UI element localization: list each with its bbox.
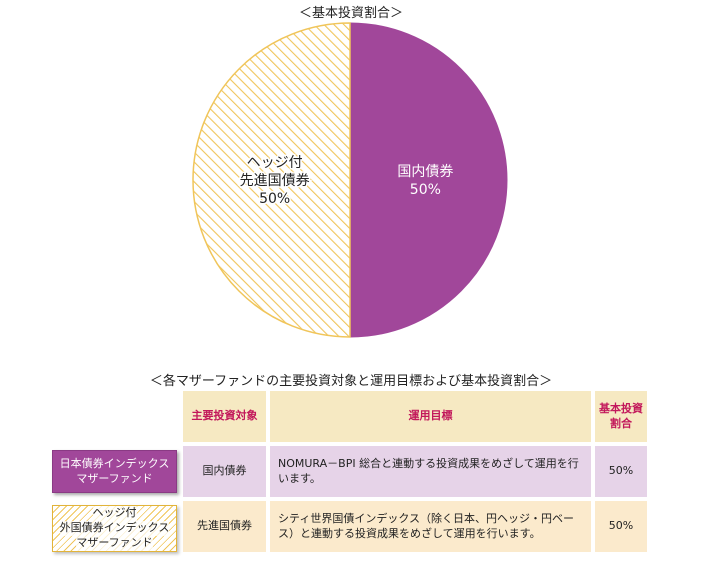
header-ratio-line1: 基本投資 (599, 401, 643, 415)
row1-goal: NOMURA－BPI 総合と連動する投資成果をめざして運用を行います。 (270, 446, 591, 497)
pie-slice-label: 国内債券 (397, 164, 453, 180)
pie-title: ＜基本投資割合＞ (298, 6, 403, 21)
row2-target: 先進国債券 (183, 501, 266, 552)
header-target: 主要投資対象 (183, 391, 266, 442)
row1-target: 国内債券 (183, 446, 266, 497)
fund-label-line2: マザーファンド (76, 471, 153, 485)
table-title: ＜各マザーファンドの主要投資対象と運用目標および基本投資割合＞ (149, 374, 553, 389)
fund-label-line1: ヘッジ付 (92, 506, 137, 522)
fund-label-japan-bond: 日本債券インデックス マザーファンド (52, 450, 177, 493)
row2-ratio: 50% (595, 501, 647, 552)
pie-slice-label: ヘッジ付 (247, 155, 303, 171)
row2-goal: シティ世界国債インデックス（除く日本、円ヘッジ・円ベース）と連動する投資成果をめ… (270, 501, 591, 552)
fund-label-line2: 外国債券インデックス (59, 521, 170, 536)
fund-label-line3: マザーファンド (76, 535, 153, 551)
pie-value-label: 50% (410, 182, 441, 198)
pie-value-label: 50% (259, 191, 290, 207)
header-ratio-line2: 割合 (610, 416, 632, 430)
header-ratio: 基本投資 割合 (595, 391, 647, 442)
pie-slice (349, 22, 508, 338)
fund-label-foreign-bond: ヘッジ付 外国債券インデックス マザーファンド (52, 505, 177, 552)
header-goal: 運用目標 (270, 391, 591, 442)
fund-label-line1: 日本債券インデックス (59, 456, 170, 470)
row1-ratio: 50% (595, 446, 647, 497)
pie-slice-label: 先進国債券 (240, 173, 310, 189)
pie-slice (192, 22, 351, 338)
